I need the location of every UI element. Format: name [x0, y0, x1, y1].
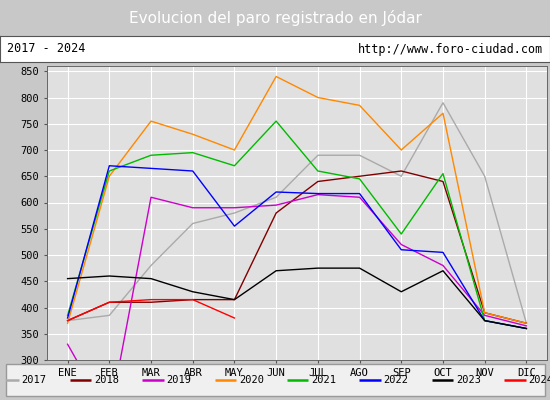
Text: 2023: 2023: [456, 375, 481, 385]
Text: 2020: 2020: [239, 375, 264, 385]
Text: 2022: 2022: [383, 375, 409, 385]
Text: 2018: 2018: [94, 375, 119, 385]
Text: 2017 - 2024: 2017 - 2024: [7, 42, 85, 56]
FancyBboxPatch shape: [6, 364, 544, 396]
Text: 2024: 2024: [529, 375, 550, 385]
Text: 2017: 2017: [21, 375, 47, 385]
Text: 2019: 2019: [167, 375, 191, 385]
Text: http://www.foro-ciudad.com: http://www.foro-ciudad.com: [358, 42, 543, 56]
Text: Evolucion del paro registrado en Jódar: Evolucion del paro registrado en Jódar: [129, 10, 421, 26]
Text: 2021: 2021: [311, 375, 336, 385]
